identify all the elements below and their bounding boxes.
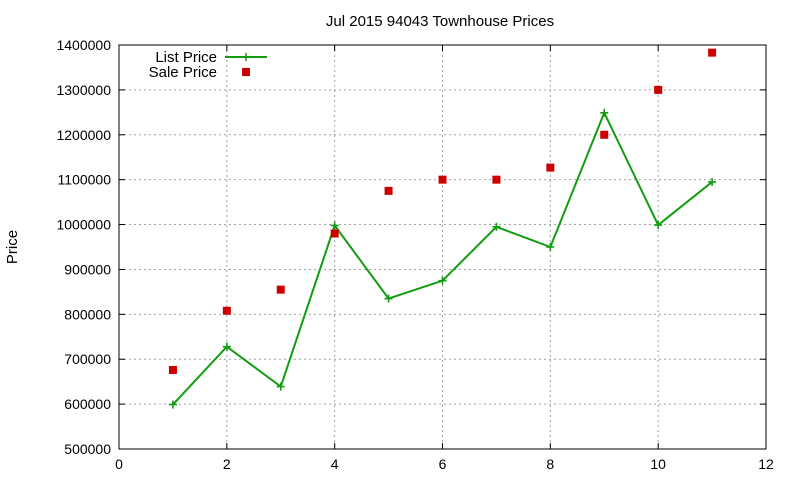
x-tick-label: 12 [758, 456, 774, 472]
axis-ticks: 0 2 4 6 8 10 12 500000 600000 700000 800000 900000 1… [56, 37, 774, 472]
y-tick-label: 600000 [64, 396, 111, 412]
data-point [654, 85, 663, 94]
data-point [330, 229, 339, 238]
legend-label: Sale Price [149, 64, 217, 81]
series-0 [168, 108, 717, 409]
legend-swatch-marker [242, 53, 250, 61]
data-point [708, 177, 717, 186]
y-tick-label: 1000000 [56, 217, 111, 233]
data-point [438, 175, 447, 184]
grid [119, 45, 766, 449]
y-tick-label: 1300000 [56, 82, 111, 98]
y-tick-label: 700000 [64, 351, 111, 367]
y-tick-label: 1400000 [56, 37, 111, 53]
y-axis-label: Price [4, 230, 21, 264]
chart-title: Jul 2015 94043 Townhouse Prices [326, 13, 554, 30]
data-point [492, 222, 501, 231]
legend-swatch-marker [242, 68, 250, 76]
series-1 [168, 48, 717, 374]
y-tick-label: 800000 [64, 306, 111, 322]
x-tick-label: 6 [439, 456, 447, 472]
y-tick-label: 1100000 [58, 172, 112, 188]
data-point [222, 342, 231, 351]
x-tick-label: 0 [115, 456, 123, 472]
data-point [546, 243, 555, 251]
x-tick-label: 2 [223, 456, 231, 472]
data-point [546, 163, 555, 172]
data-point [330, 221, 339, 230]
y-tick-label: 500000 [64, 441, 111, 457]
data-point [708, 48, 717, 57]
data-point [384, 186, 393, 195]
data-point [276, 382, 285, 391]
data-point [168, 400, 177, 409]
data-point [600, 108, 609, 117]
legend-label: List Price [155, 49, 217, 66]
data-point [276, 285, 285, 294]
data-point [384, 294, 393, 303]
data-point [654, 221, 663, 230]
x-tick-label: 8 [546, 456, 554, 472]
data-point [600, 130, 609, 139]
data-point [168, 365, 177, 374]
x-tick-label: 10 [650, 456, 666, 472]
y-tick-label: 900000 [64, 261, 111, 277]
data-point [222, 306, 231, 315]
data-point [492, 175, 501, 184]
x-tick-label: 4 [331, 456, 339, 472]
series-layer [168, 48, 717, 409]
y-tick-label: 1200000 [56, 127, 111, 143]
data-point [438, 276, 447, 285]
